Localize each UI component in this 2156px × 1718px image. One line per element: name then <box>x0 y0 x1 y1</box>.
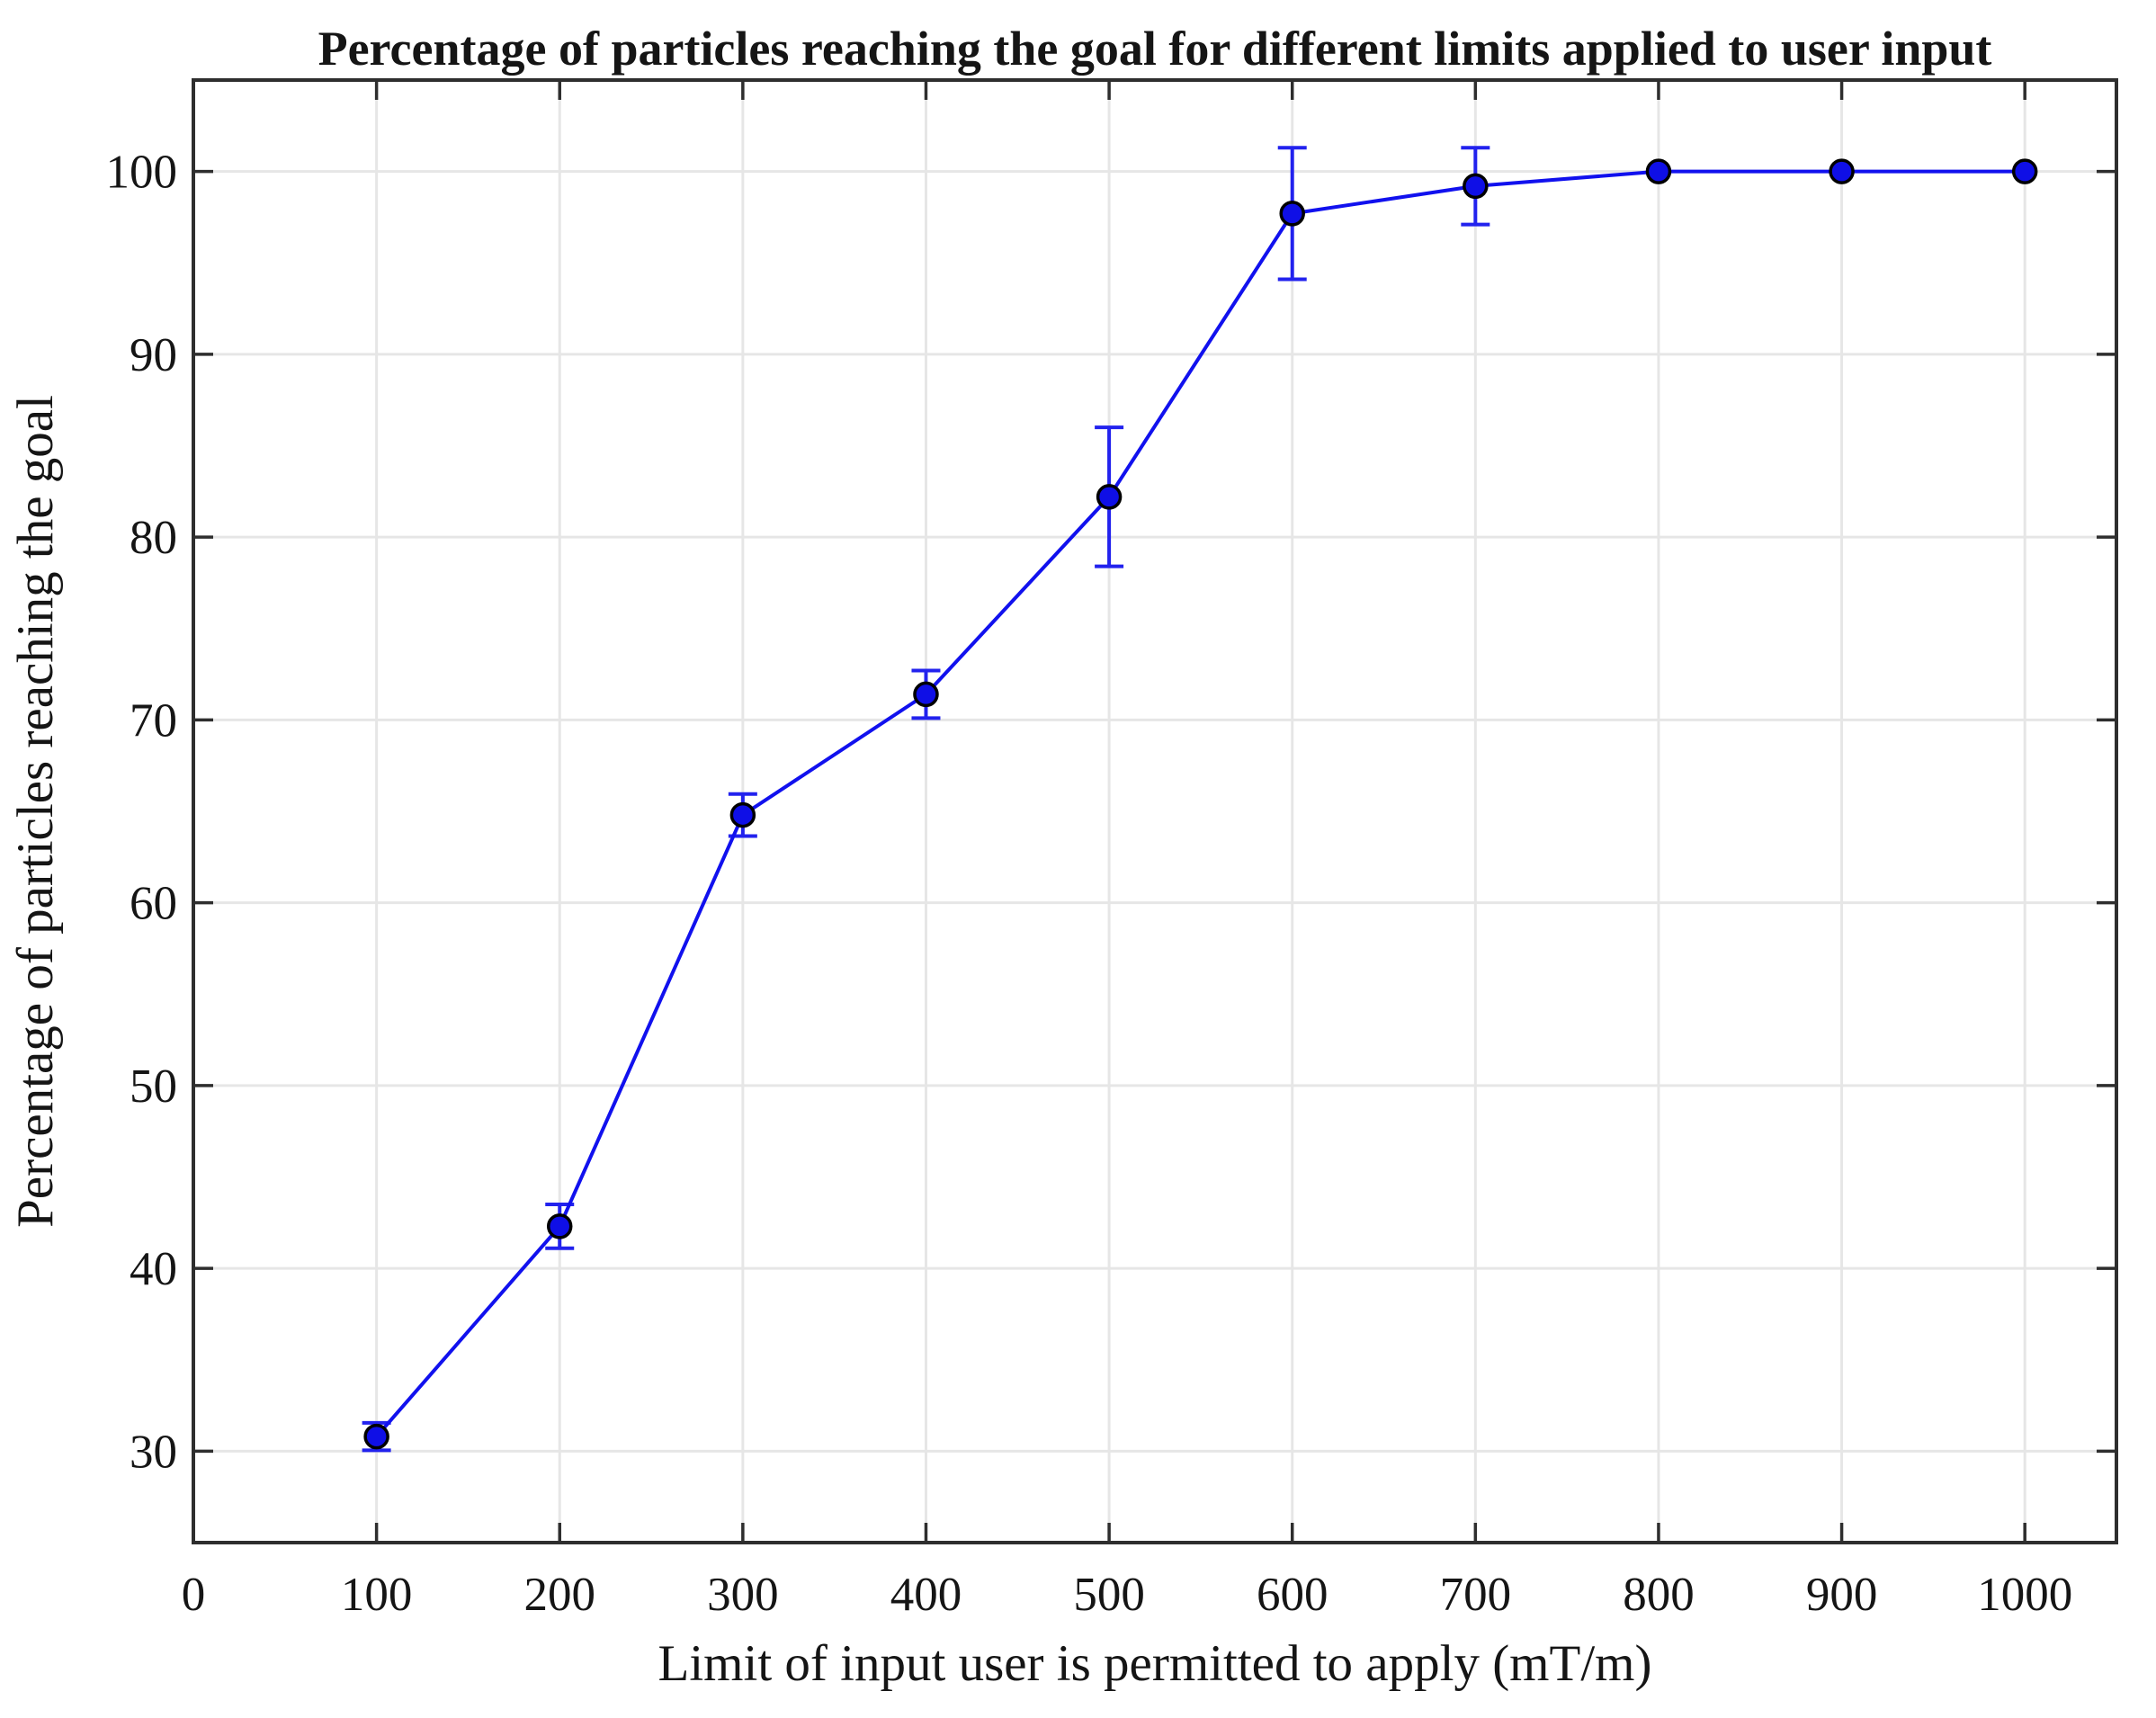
data-point-marker <box>913 681 939 708</box>
data-point-marker <box>1279 201 1305 227</box>
x-tick-label: 400 <box>890 1569 962 1621</box>
y-tick-label: 40 <box>130 1243 177 1295</box>
data-point-marker <box>1463 173 1489 200</box>
y-tick-label: 30 <box>130 1426 177 1478</box>
x-tick-label: 0 <box>182 1569 206 1621</box>
axes-frame <box>192 78 2118 1544</box>
x-tick-label: 500 <box>1073 1569 1145 1621</box>
data-point-marker <box>546 1213 573 1239</box>
x-tick-label: 200 <box>523 1569 595 1621</box>
x-tick-label: 600 <box>1257 1569 1328 1621</box>
data-point-marker <box>363 1423 389 1450</box>
tick-labels: 0 100 200 300 400 500 600 700 800 900 1000 30 40 50 60… <box>106 147 2073 1621</box>
y-tick-label: 70 <box>130 694 177 747</box>
data-layer <box>362 146 2038 1453</box>
x-tick-label: 100 <box>341 1569 413 1621</box>
x-tick-label: 1000 <box>1977 1569 2072 1621</box>
data-point-marker <box>1645 158 1672 184</box>
x-axis-label: Limit of input user is permitted to appl… <box>658 1635 1652 1692</box>
x-tick-label: 900 <box>1806 1569 1878 1621</box>
y-tick-label: 80 <box>130 512 177 564</box>
y-tick-label: 90 <box>130 329 177 381</box>
y-tick-label: 100 <box>106 147 178 199</box>
gridlines <box>192 80 2116 1543</box>
data-point-marker <box>2011 158 2038 184</box>
x-tick-label: 700 <box>1440 1569 1512 1621</box>
data-line <box>375 169 2026 1438</box>
axes-box <box>192 78 2118 1544</box>
data-point-marker <box>1096 484 1123 510</box>
y-tick-label: 50 <box>130 1060 177 1113</box>
data-point-marker <box>1829 158 1855 184</box>
x-tick-label: 300 <box>707 1569 779 1621</box>
x-tick-label: 800 <box>1623 1569 1695 1621</box>
y-tick-label: 60 <box>130 878 177 930</box>
axis-ticks <box>192 80 2116 1543</box>
y-axis-label: Percentage of particles reaching the goa… <box>7 395 64 1228</box>
data-point-marker <box>729 801 756 828</box>
chart-title: Percentage of particles reaching the goa… <box>318 22 1992 76</box>
